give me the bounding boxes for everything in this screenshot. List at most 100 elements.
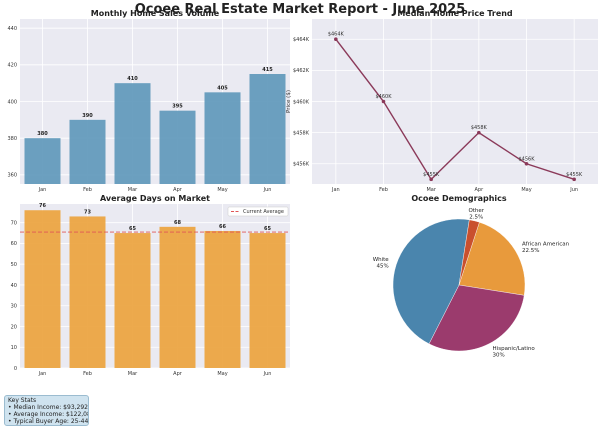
sales-x-tick-label: Apr: [173, 187, 183, 193]
price-point-label: $456K: [518, 156, 535, 162]
price-x-tick-label: Apr: [475, 187, 485, 193]
price-x-tick-label: Jun: [569, 187, 578, 193]
price-point: [572, 177, 576, 182]
price-x-tick-label: Feb: [379, 187, 388, 193]
days-y-tick-label: 30: [11, 304, 17, 310]
pie-slice-percent: 22.5%: [522, 248, 539, 254]
pie-slice-percent: 30%: [493, 352, 505, 358]
days-bar-value-label: 73: [84, 209, 91, 215]
days-x-tick-label: Mar: [128, 371, 138, 377]
days-bar-value-label: 65: [264, 226, 271, 232]
pie-slice-percent: 2.5%: [469, 215, 483, 221]
pie-slice: [392, 218, 470, 345]
key-stats-heading: Key Stats: [8, 397, 37, 404]
pie-slice-name: White: [373, 257, 390, 263]
price-point: [429, 177, 433, 182]
days-bar: [249, 233, 286, 368]
sales-bar: [249, 74, 286, 184]
days-bar: [69, 216, 106, 368]
key-stats-line: • Average Income: $122,088: [8, 411, 89, 418]
days-bar-value-label: 66: [219, 224, 226, 230]
days-y-tick-label: 60: [11, 241, 17, 247]
days-y-tick-label: 10: [11, 345, 17, 351]
sales-bar: [114, 83, 151, 184]
days-x-tick-label: Feb: [83, 371, 92, 377]
price-y-tick-label: $462K: [293, 68, 310, 74]
sales-x-tick-label: Jan: [38, 187, 47, 193]
price-y-axis-label: Price ($): [286, 90, 292, 113]
days-y-tick-label: 50: [11, 262, 17, 268]
days-legend-label: Current Average: [243, 209, 284, 215]
sales-bar: [159, 110, 196, 184]
days-x-tick-label: May: [217, 371, 227, 377]
price-point-label: $464K: [328, 32, 345, 38]
price-point: [334, 37, 338, 42]
price-x-tick-label: Mar: [426, 187, 436, 193]
price-trend-line: [335, 38, 575, 181]
days-y-tick-label: 0: [14, 366, 17, 372]
days-x-tick-label: Apr: [173, 371, 183, 377]
days-bar: [204, 230, 241, 368]
price-point-label: $458K: [471, 125, 488, 131]
sales-x-tick-label: May: [217, 187, 227, 193]
price-y-tick-label: $460K: [293, 99, 310, 105]
key-stats-box: Key Stats • Median Income: $93,292 • Ave…: [4, 395, 89, 426]
price-point-label: $460K: [375, 94, 392, 100]
demo-chart-title: Ocoee Demographics: [411, 194, 507, 203]
sales-y-tick-label: 400: [7, 99, 17, 105]
sales-y-tick-label: 440: [7, 26, 17, 32]
pie-slice-name: Other: [468, 208, 484, 214]
sales-y-tick-label: 420: [7, 63, 17, 69]
sales-bar-value-label: 415: [262, 67, 273, 73]
sales-bar-value-label: 410: [127, 76, 138, 82]
price-x-tick-label: Jan: [331, 187, 340, 193]
pie-slice: [458, 219, 480, 286]
days-x-tick-label: Jun: [263, 371, 272, 377]
pie-slice-name: Hispanic/Latino: [493, 346, 536, 352]
price-y-tick-label: $458K: [293, 130, 310, 136]
days-bar: [24, 210, 61, 368]
days-bar: [114, 233, 151, 368]
pie-slice: [458, 221, 526, 296]
price-chart-title: Median Home Price Trend: [397, 9, 513, 18]
days-y-tick-label: 40: [11, 283, 17, 289]
days-plot-area: [20, 204, 290, 368]
price-y-tick-label: $464K: [293, 37, 310, 43]
sales-bar: [24, 138, 61, 184]
days-bar-value-label: 76: [39, 203, 46, 209]
pie-slice-percent: 45%: [376, 264, 388, 270]
sales-x-tick-label: Feb: [83, 187, 92, 193]
days-bar-value-label: 68: [174, 220, 181, 226]
days-bar: [159, 226, 196, 368]
price-point-label: $455K: [566, 172, 583, 178]
sales-x-tick-label: Mar: [128, 187, 138, 193]
price-point-label: $455K: [423, 172, 440, 178]
report-title: Ocoee Real Estate Market Report - June 2…: [134, 2, 466, 17]
sales-bar-value-label: 395: [172, 104, 183, 110]
days-x-tick-label: Jan: [38, 371, 47, 377]
sales-y-tick-label: 380: [7, 136, 17, 142]
sales-bar: [69, 119, 106, 184]
days-bar-value-label: 65: [129, 226, 136, 232]
sales-chart-title: Monthly Home Sales Volume: [91, 9, 220, 18]
key-stats-line: • Typical Buyer Age: 25-44: [8, 418, 89, 425]
price-point: [477, 130, 481, 135]
sales-x-tick-label: Jun: [263, 187, 272, 193]
price-y-tick-label: $456K: [293, 162, 310, 168]
price-x-tick-label: May: [521, 187, 531, 193]
price-point: [524, 161, 529, 166]
days-chart-title: Average Days on Market: [100, 194, 210, 203]
sales-bar-value-label: 390: [82, 113, 93, 119]
pie-slice-name: African American: [522, 241, 570, 247]
sales-bar: [204, 92, 241, 184]
sales-bar-value-label: 380: [37, 131, 48, 137]
sales-bar-value-label: 405: [217, 85, 228, 91]
days-legend-box: [227, 206, 289, 217]
pie-slice: [428, 284, 525, 352]
sales-y-tick-label: 360: [7, 173, 17, 179]
days-y-tick-label: 20: [11, 324, 17, 330]
days-y-tick-label: 70: [11, 220, 17, 226]
price-point: [381, 99, 386, 104]
